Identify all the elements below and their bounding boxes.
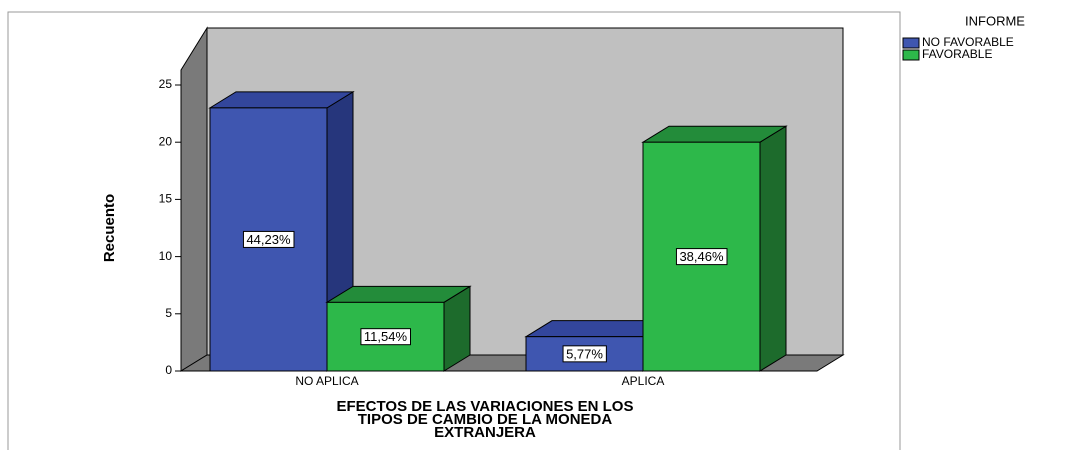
y-tick-label: 15 [159,192,173,206]
x-tick-label: APLICA [622,374,665,388]
data-label-box [360,328,411,346]
x-tick-label: NO APLICA [295,374,358,388]
y-tick-label: 20 [159,134,173,148]
bar-top [208,91,355,109]
y-tick-label: 25 [159,77,173,91]
bar-top [641,125,788,143]
bar-top [325,285,472,303]
x-axis-label: EFECTOS DE LAS VARIACIONES EN LOS [337,398,634,415]
legend-swatch [902,37,920,49]
side-wall [180,26,208,372]
data-label: 11,54% [364,329,408,344]
data-label-box [562,345,607,363]
legend-label: FAVORABLE [922,47,992,61]
bar-side [759,125,787,372]
x-axis-label: TIPOS DE CAMBIO DE LA MONEDA [358,411,613,428]
legend-swatch [902,49,920,61]
data-label: 38,46% [679,249,724,264]
y-tick-label: 10 [159,249,173,263]
legend-title: INFORME [965,13,1025,28]
data-label-box [675,248,728,266]
y-tick-label: 5 [165,306,172,320]
data-label: 5,77% [566,346,603,361]
data-label: 44,23% [246,232,291,247]
y-tick-label: 0 [165,363,172,377]
chart-frame [7,11,901,450]
x-axis-label: EXTRANJERA [434,424,536,441]
data-label-box [242,230,295,248]
y-axis-label: Recuento [101,194,118,262]
legend-label: NO FAVORABLE [922,35,1014,49]
